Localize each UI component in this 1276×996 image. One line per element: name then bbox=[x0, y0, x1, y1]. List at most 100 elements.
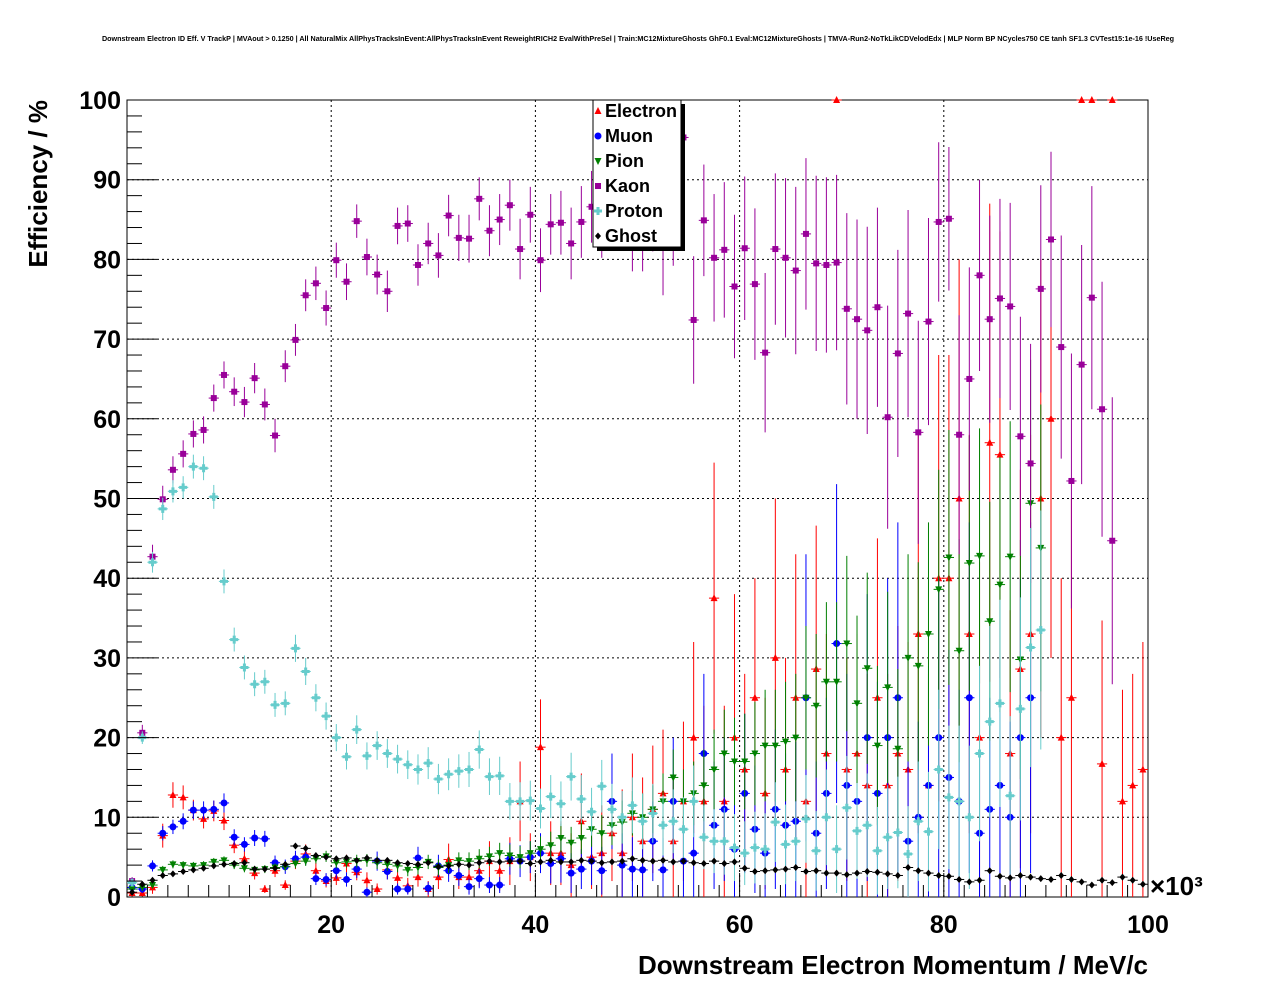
data-point-proton bbox=[659, 821, 668, 830]
data-point-electron bbox=[833, 96, 841, 103]
data-point-muon bbox=[659, 866, 667, 874]
data-point-ghost bbox=[251, 865, 258, 873]
data-point-electron bbox=[1139, 765, 1147, 773]
data-point-kaon bbox=[547, 221, 554, 228]
data-point-ghost bbox=[169, 870, 176, 878]
data-point-proton bbox=[352, 725, 361, 734]
data-point-proton bbox=[577, 794, 586, 803]
legend-label-electron: Electron bbox=[605, 101, 677, 121]
data-point-ghost bbox=[986, 867, 993, 875]
data-point-pion bbox=[149, 882, 157, 890]
data-point-ghost bbox=[506, 857, 513, 865]
data-point-pion bbox=[914, 662, 922, 670]
data-point-muon bbox=[496, 881, 504, 889]
data-point-pion bbox=[863, 665, 871, 673]
data-point-proton bbox=[240, 663, 249, 672]
data-point-kaon bbox=[404, 220, 411, 227]
data-point-muon bbox=[628, 865, 636, 873]
data-point-pion bbox=[853, 700, 861, 708]
data-point-proton bbox=[179, 483, 188, 492]
data-point-electron bbox=[1129, 781, 1137, 789]
y-tick-label: 50 bbox=[93, 486, 121, 514]
data-point-proton bbox=[934, 765, 943, 774]
data-point-electron bbox=[312, 866, 320, 874]
data-point-pion bbox=[669, 774, 677, 782]
data-point-electron bbox=[465, 873, 473, 881]
data-point-kaon bbox=[557, 219, 564, 226]
data-point-kaon bbox=[220, 371, 227, 378]
data-point-pion bbox=[383, 861, 391, 869]
data-point-ghost bbox=[619, 857, 626, 865]
data-point-proton bbox=[607, 805, 616, 814]
data-point-muon bbox=[343, 875, 351, 883]
data-point-ghost bbox=[363, 854, 370, 862]
data-point-ghost bbox=[353, 856, 360, 864]
data-point-electron bbox=[751, 693, 759, 701]
data-point-electron bbox=[1098, 759, 1106, 767]
data-point-muon bbox=[169, 823, 177, 831]
data-point-kaon bbox=[506, 202, 513, 209]
data-point-electron bbox=[281, 881, 289, 889]
data-point-ghost bbox=[833, 869, 840, 877]
data-point-proton bbox=[853, 826, 862, 835]
data-point-kaon bbox=[976, 272, 983, 279]
data-point-pion bbox=[751, 750, 759, 758]
data-point-ghost bbox=[302, 844, 309, 852]
data-point-kaon bbox=[1007, 303, 1014, 310]
data-point-muon bbox=[251, 834, 259, 842]
data-point-kaon bbox=[690, 316, 697, 323]
legend-label-muon: Muon bbox=[605, 126, 653, 146]
data-point-kaon bbox=[568, 240, 575, 247]
data-point-ghost bbox=[782, 865, 789, 873]
data-point-pion bbox=[404, 866, 412, 874]
series-proton bbox=[127, 454, 1046, 897]
data-point-pion bbox=[598, 830, 606, 838]
series-kaon bbox=[127, 109, 1118, 886]
data-point-ghost bbox=[180, 867, 187, 875]
data-point-ghost bbox=[905, 864, 912, 872]
data-point-ghost bbox=[139, 880, 146, 888]
data-point-kaon bbox=[588, 203, 595, 210]
data-point-muon bbox=[353, 865, 361, 873]
data-point-kaon bbox=[537, 257, 544, 264]
data-point-ghost bbox=[649, 857, 656, 865]
data-point-pion bbox=[924, 630, 932, 638]
data-point-muon bbox=[159, 829, 167, 837]
data-point-pion bbox=[537, 846, 545, 854]
data-point-kaon bbox=[782, 254, 789, 261]
data-point-electron bbox=[220, 816, 228, 824]
data-point-pion bbox=[986, 618, 994, 626]
data-point-ghost bbox=[976, 876, 983, 884]
data-point-kaon bbox=[956, 431, 963, 438]
data-point-pion bbox=[567, 839, 575, 847]
data-point-proton bbox=[505, 797, 514, 806]
data-point-kaon bbox=[261, 401, 268, 408]
data-point-pion bbox=[955, 647, 963, 655]
data-point-proton bbox=[342, 752, 351, 761]
y-tick-label: 70 bbox=[93, 326, 121, 354]
data-point-kaon bbox=[700, 217, 707, 224]
data-point-muon bbox=[690, 849, 698, 857]
data-point-proton bbox=[526, 796, 535, 805]
data-point-pion bbox=[394, 862, 402, 870]
data-point-ghost bbox=[711, 857, 718, 865]
data-point-proton bbox=[444, 770, 453, 779]
data-point-pion bbox=[802, 694, 810, 702]
data-point-proton bbox=[618, 813, 627, 822]
legend-marker-kaon bbox=[595, 183, 601, 189]
data-point-proton bbox=[699, 833, 708, 842]
data-point-kaon bbox=[915, 429, 922, 436]
data-point-kaon bbox=[721, 246, 728, 253]
data-point-ghost bbox=[200, 864, 207, 872]
data-point-ghost bbox=[608, 858, 615, 866]
data-point-pion bbox=[741, 758, 749, 766]
data-point-electron bbox=[240, 854, 248, 862]
data-point-proton bbox=[883, 833, 892, 842]
data-point-ghost bbox=[996, 872, 1003, 880]
data-point-kaon bbox=[272, 432, 279, 439]
data-point-proton bbox=[924, 827, 933, 836]
data-point-ghost bbox=[772, 866, 779, 874]
data-point-electron bbox=[1118, 797, 1126, 805]
data-point-proton bbox=[893, 828, 902, 837]
